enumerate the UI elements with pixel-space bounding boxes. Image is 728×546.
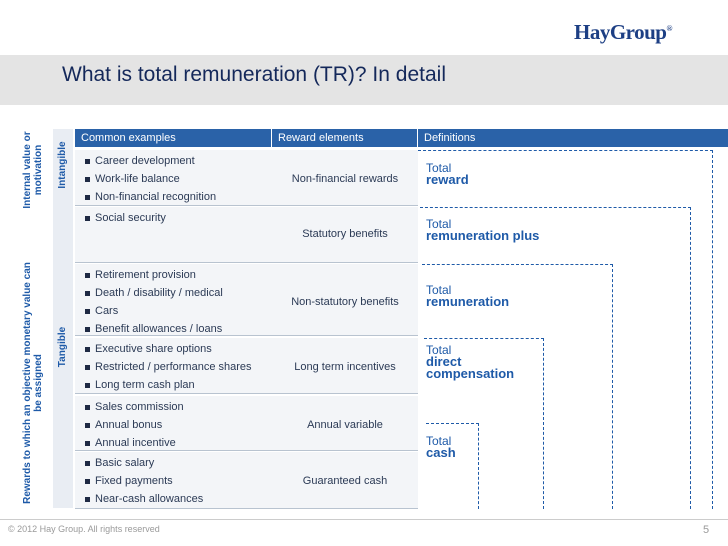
side-label: Internal value or motivation bbox=[22, 131, 44, 209]
table-row bbox=[75, 452, 418, 509]
definition-box bbox=[424, 338, 544, 509]
side-label: Tangible bbox=[57, 326, 68, 368]
definition-box bbox=[420, 207, 691, 509]
example-item: Social security bbox=[85, 212, 166, 224]
definition-term: cash bbox=[426, 445, 456, 460]
reward-element: Annual variable bbox=[307, 419, 383, 431]
example-item: Death / disability / medical bbox=[85, 287, 223, 299]
example-item: Fixed payments bbox=[85, 475, 173, 487]
example-item: Annual bonus bbox=[84, 419, 163, 431]
reward-element: Long term incentives bbox=[294, 361, 396, 373]
column-header: Common examples bbox=[75, 129, 271, 147]
logo-text: HayGroup bbox=[574, 20, 667, 44]
example-item: Basic salary bbox=[84, 457, 155, 469]
example-item: Annual incentive bbox=[85, 437, 176, 449]
table-row bbox=[75, 264, 418, 336]
definition: Total remuneration plus bbox=[426, 218, 539, 242]
category-strip bbox=[53, 129, 73, 508]
table-row bbox=[75, 207, 418, 263]
title-band bbox=[0, 55, 728, 105]
example-item: Cars bbox=[84, 305, 119, 317]
definition-term: direct bbox=[426, 354, 462, 369]
page-number: 5 bbox=[703, 524, 710, 536]
side-label: Intangible bbox=[57, 141, 68, 189]
table-row bbox=[75, 150, 418, 206]
definition-lead: Total bbox=[426, 343, 452, 357]
logo: HayGroup® bbox=[574, 20, 673, 45]
title: What is total remuneration (TR)? In deta… bbox=[62, 63, 446, 86]
definition-lead: Total bbox=[426, 434, 452, 448]
definition: Total direct compensation bbox=[426, 344, 514, 380]
definition-term: reward bbox=[426, 172, 469, 187]
reward-element: Guaranteed cash bbox=[302, 475, 388, 487]
reward-element: Non-financial rewards bbox=[291, 173, 399, 185]
logo-mark: ® bbox=[666, 24, 672, 33]
footer-rule bbox=[0, 519, 728, 520]
example-item: Restricted / performance shares bbox=[85, 361, 252, 373]
example-item: Sales commission bbox=[85, 401, 184, 413]
column-header: Definitions bbox=[418, 129, 728, 147]
example-item: Benefit allowances / loans bbox=[84, 323, 223, 335]
example-item: Non-financial recognition bbox=[84, 191, 217, 203]
definition-term: remuneration plus bbox=[426, 228, 540, 243]
copyright: © 2012 Hay Group. All rights reserved bbox=[8, 524, 160, 534]
definition-term: compensation bbox=[426, 366, 515, 381]
example-item: Long term cash plan bbox=[85, 379, 195, 391]
example-item: Work-life balance bbox=[85, 173, 180, 185]
definition: Total remuneration bbox=[426, 284, 509, 308]
table-row bbox=[75, 396, 418, 451]
definition-lead: Total bbox=[426, 283, 452, 297]
definition-lead: Total bbox=[426, 161, 452, 175]
definition-box bbox=[418, 150, 713, 509]
column-header: Reward elements bbox=[272, 129, 417, 147]
example-item: Retirement provision bbox=[85, 269, 196, 281]
reward-element: Non-statutory benefits bbox=[291, 296, 399, 308]
definition-lead: Total bbox=[426, 217, 452, 231]
definition: Total reward bbox=[426, 162, 469, 186]
definition-box bbox=[422, 264, 613, 509]
definition: Total cash bbox=[426, 435, 456, 459]
definition-box bbox=[426, 423, 479, 509]
reward-element: Statutory benefits bbox=[302, 228, 388, 240]
table-row bbox=[75, 338, 418, 394]
example-item: Career development bbox=[85, 155, 195, 167]
example-item: Executive share options bbox=[85, 343, 212, 355]
definition-term: remuneration bbox=[426, 294, 510, 309]
example-item: Near-cash allowances bbox=[84, 493, 204, 505]
side-label: Rewards to which an objective monetary v… bbox=[22, 262, 44, 504]
